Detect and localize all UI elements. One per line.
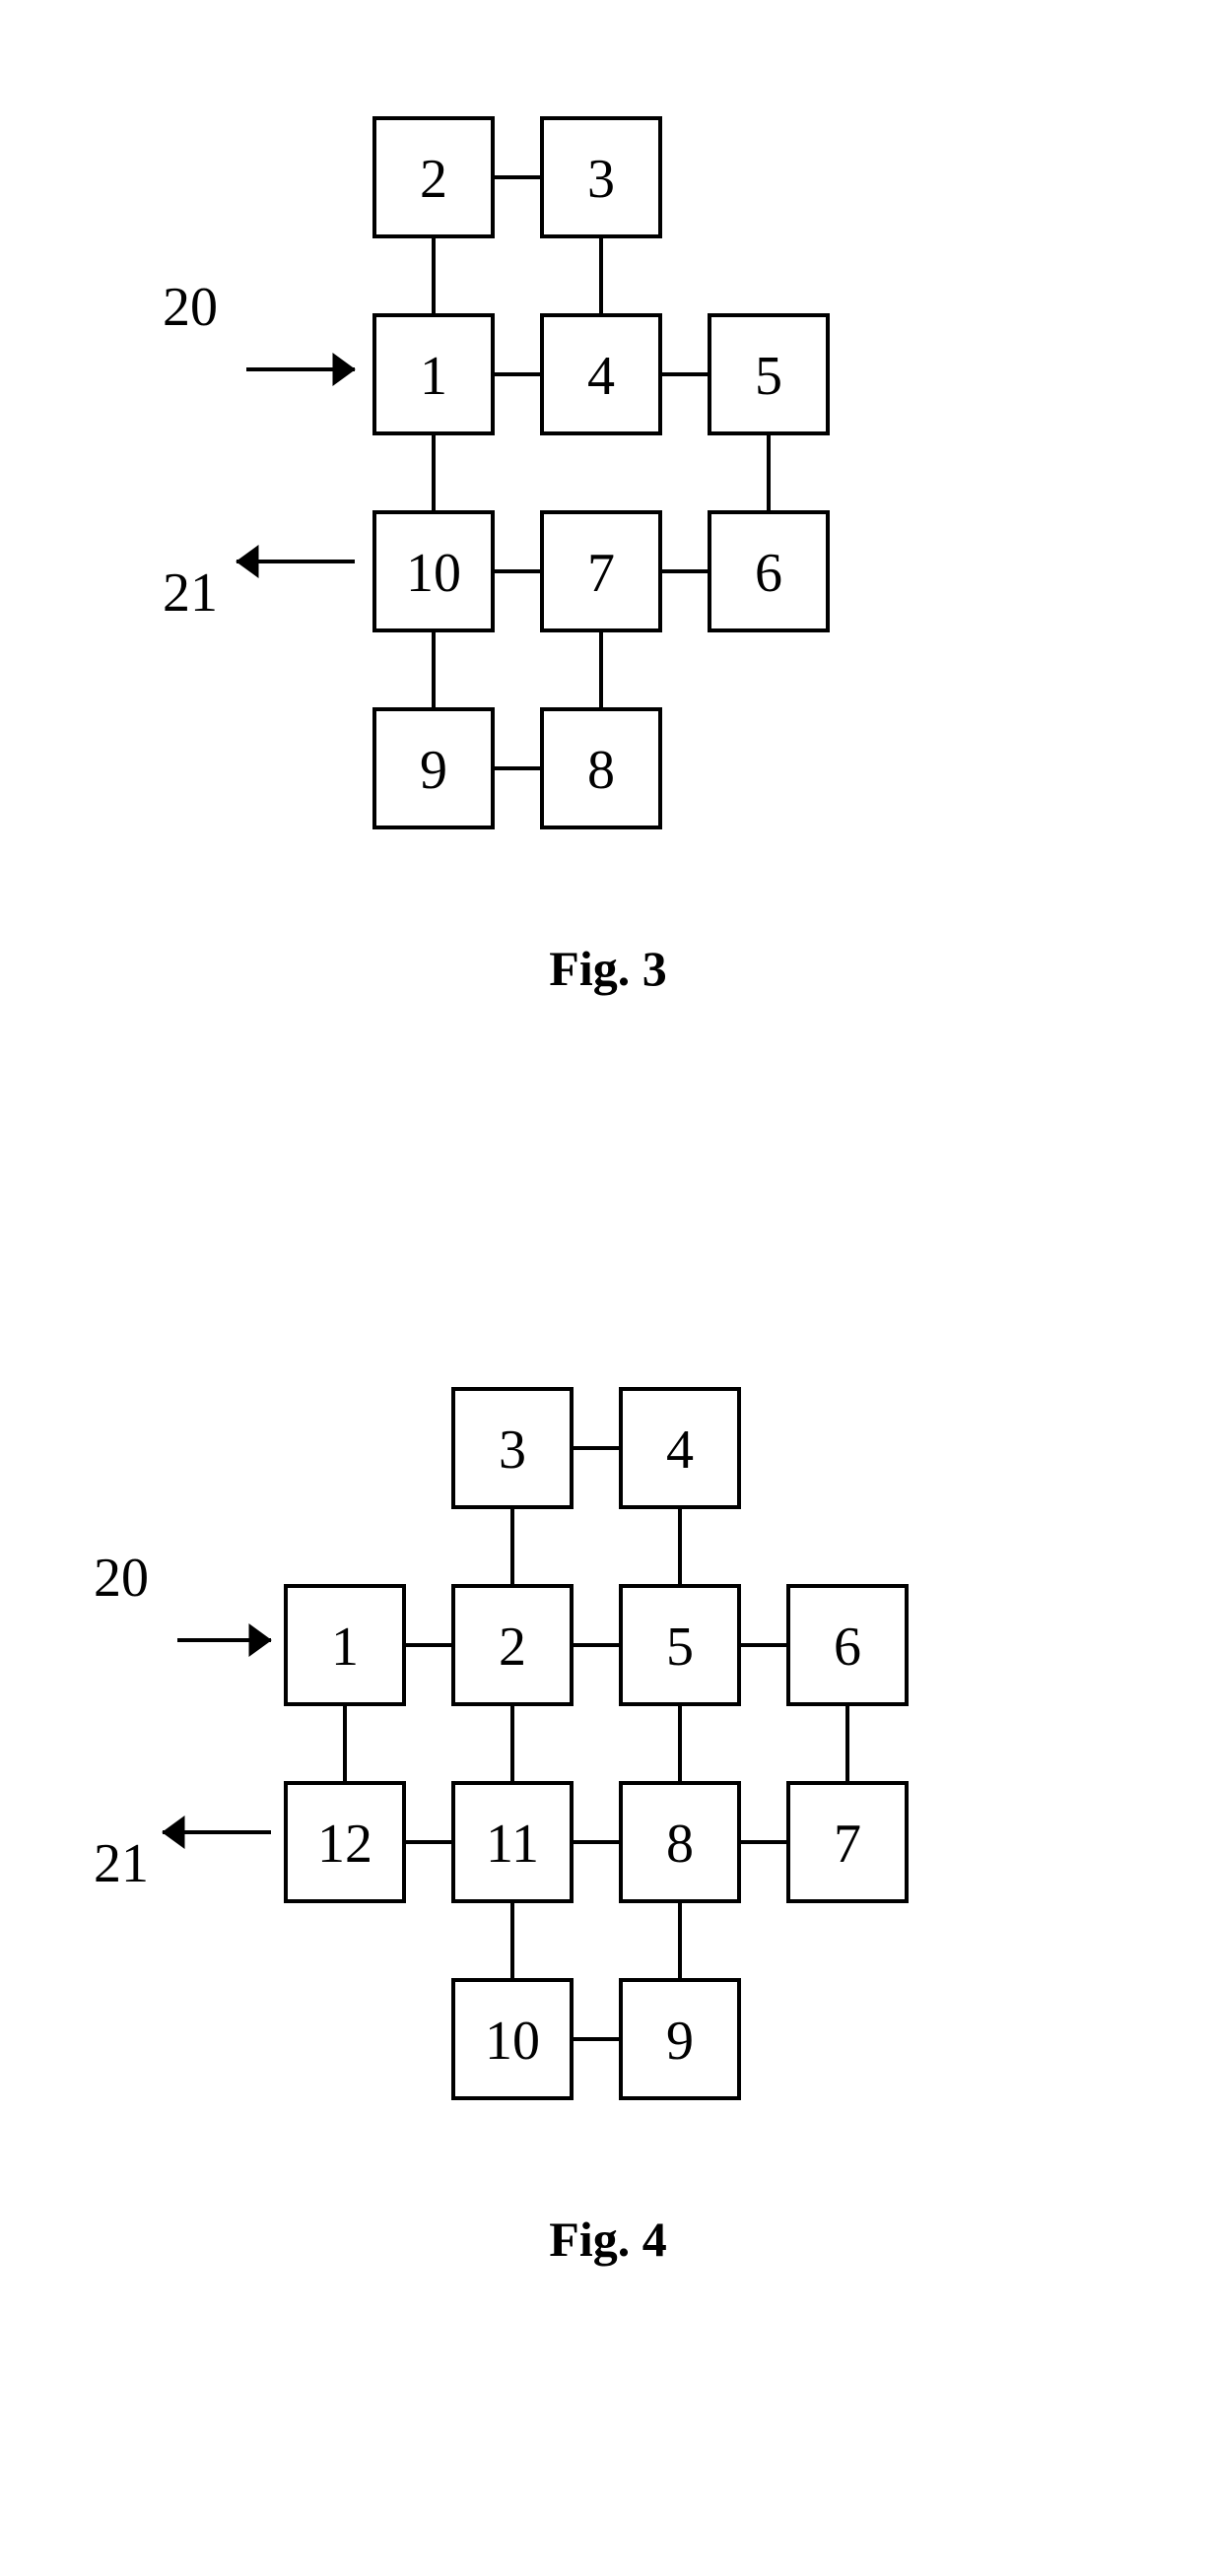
- fig4-caption: Fig. 4: [549, 2212, 666, 2267]
- fig4-node-8: 8: [621, 1783, 739, 1901]
- fig4-node-9: 9: [621, 1980, 739, 2098]
- fig4-node-7: 7: [788, 1783, 907, 1901]
- fig4-container: 2021341256121187109Fig. 4: [0, 1271, 1216, 2571]
- fig4-node-11: 11: [453, 1783, 572, 1901]
- fig3-svg: 20 21 2 3 1 4 5 10 7 6 9 8 Fig. 3: [0, 0, 1216, 1271]
- fig3-node-7: 7: [542, 512, 660, 630]
- fig3-node-7-label: 7: [587, 543, 615, 604]
- fig3-node-10: 10: [374, 512, 493, 630]
- fig4-arrow-out: 21: [94, 1816, 271, 1894]
- fig4-node-7-label: 7: [834, 1814, 861, 1875]
- fig3-arrow-out: 21: [163, 546, 355, 624]
- fig4-node-1-label: 1: [331, 1617, 359, 1678]
- fig3-node-8: 8: [542, 709, 660, 827]
- fig4-node-9-label: 9: [666, 2011, 694, 2072]
- fig3-node-6: 6: [709, 512, 828, 630]
- fig4-node-10: 10: [453, 1980, 572, 2098]
- fig4-node-3: 3: [453, 1389, 572, 1507]
- fig3-node-10-label: 10: [406, 543, 461, 604]
- fig4-arrow-out-label: 21: [94, 1833, 149, 1894]
- fig4-node-2-label: 2: [499, 1617, 526, 1678]
- fig4-node-11-label: 11: [486, 1814, 539, 1875]
- fig4-node-12-label: 12: [317, 1814, 372, 1875]
- fig3-node-3-label: 3: [587, 149, 615, 210]
- fig3-arrow-in-label: 20: [163, 277, 218, 338]
- fig3-node-3: 3: [542, 118, 660, 236]
- fig3-node-6-label: 6: [755, 543, 782, 604]
- fig4-node-4-label: 4: [666, 1420, 694, 1481]
- fig3-node-9-label: 9: [420, 740, 447, 801]
- fig4-node-2: 2: [453, 1586, 572, 1704]
- fig4-node-4: 4: [621, 1389, 739, 1507]
- fig4-node-10-label: 10: [485, 2011, 540, 2072]
- fig4-node-5-label: 5: [666, 1617, 694, 1678]
- fig3-node-4: 4: [542, 315, 660, 433]
- fig3-arrow-out-label: 21: [163, 562, 218, 624]
- fig3-container: 20 21 2 3 1 4 5 10 7 6 9 8 Fig. 3: [0, 0, 1216, 1271]
- fig3-node-8-label: 8: [587, 740, 615, 801]
- fig3-node-9: 9: [374, 709, 493, 827]
- fig3-caption: Fig. 3: [549, 941, 666, 996]
- fig4-node-12: 12: [286, 1783, 404, 1901]
- fig3-node-4-label: 4: [587, 346, 615, 407]
- fig3-node-5: 5: [709, 315, 828, 433]
- fig4-node-6-label: 6: [834, 1617, 861, 1678]
- fig4-arrow-in: 20: [94, 1548, 271, 1656]
- fig3-node-2: 2: [374, 118, 493, 236]
- fig4-node-6: 6: [788, 1586, 907, 1704]
- fig3-node-5-label: 5: [755, 346, 782, 407]
- fig4-svg: 2021341256121187109Fig. 4: [0, 1271, 1216, 2571]
- fig4-arrow-in-label: 20: [94, 1548, 149, 1609]
- fig3-node-1: 1: [374, 315, 493, 433]
- fig3-arrow-in: 20: [163, 277, 355, 385]
- fig4-node-5: 5: [621, 1586, 739, 1704]
- fig4-node-3-label: 3: [499, 1420, 526, 1481]
- fig3-node-1-label: 1: [420, 346, 447, 407]
- fig4-node-1: 1: [286, 1586, 404, 1704]
- fig4-node-8-label: 8: [666, 1814, 694, 1875]
- fig3-node-2-label: 2: [420, 149, 447, 210]
